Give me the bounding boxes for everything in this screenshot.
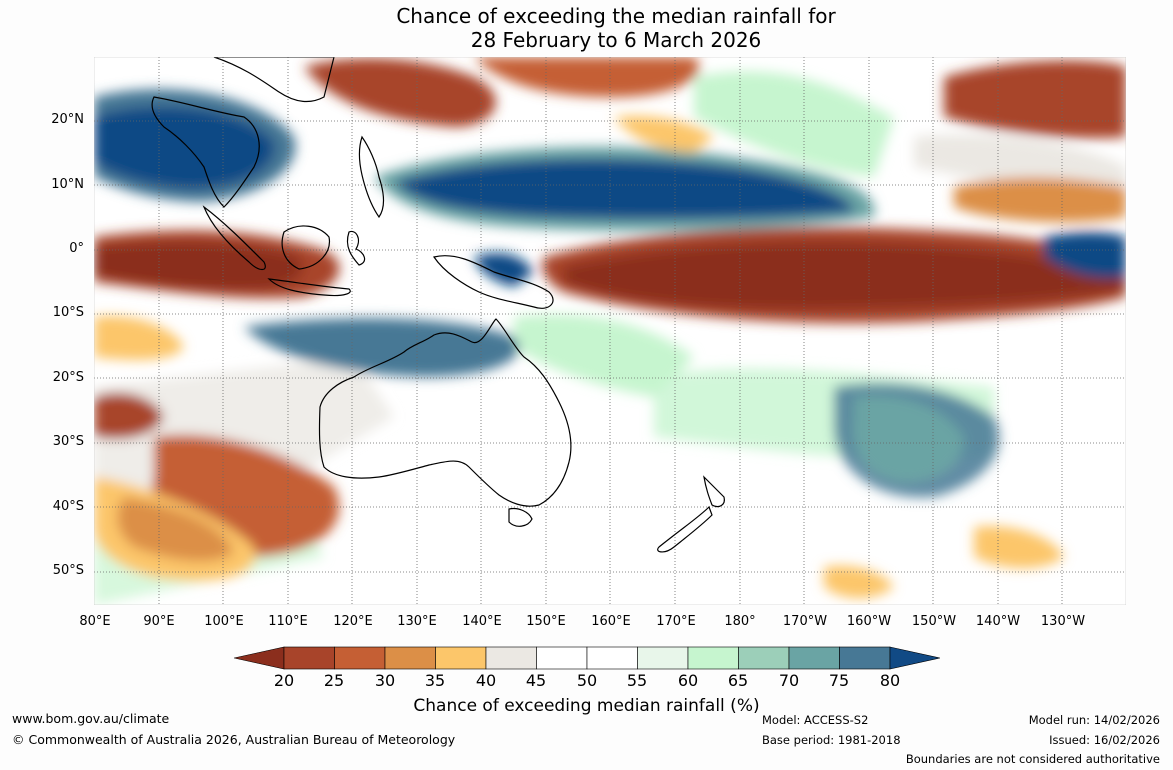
colorbar-cell (435, 646, 487, 670)
sumatra-coastline (202, 205, 266, 271)
colorbar-cell (687, 646, 739, 670)
colorbar-cell (637, 646, 689, 670)
colorbar-cell (738, 646, 790, 670)
colorbar-title: Chance of exceeding median rainfall (%) (413, 696, 760, 716)
colorbar-cell (283, 646, 335, 670)
colorbar-tick: 35 (424, 671, 446, 690)
lat-label-20s: 20°S (52, 370, 84, 385)
disclaimer-text: Boundaries are not considered authoritat… (905, 752, 1160, 766)
tasmania-coastline (508, 507, 533, 527)
lat-label-50s: 50°S (52, 563, 84, 578)
colorbar-cell (384, 646, 436, 670)
colorbar-cell (485, 646, 537, 670)
colorbar-tick: 20 (273, 671, 295, 690)
coastlines (151, 57, 725, 553)
new-guinea-coastline (433, 255, 554, 309)
model-run-text: Model run: 14/02/2026 (1028, 713, 1160, 727)
colorbar-tick: 40 (475, 671, 497, 690)
lon-label-110e: 110°E (268, 614, 308, 629)
colorbar-tick: 75 (828, 671, 850, 690)
lon-label-130e: 130°E (397, 614, 437, 629)
graticule (94, 57, 1126, 605)
colorbar-high-arrow (889, 646, 940, 670)
lat-label-20n: 20°N (51, 112, 84, 127)
lon-label-160e: 160°E (591, 614, 631, 629)
lon-label-140e: 140°E (462, 614, 502, 629)
lat-label-30s: 30°S (52, 434, 84, 449)
rainfall-field (94, 57, 1126, 605)
lon-label-80e: 80°E (79, 614, 111, 629)
copyright-text: © Commonwealth of Australia 2026, Austra… (12, 732, 456, 747)
model-text: Model: ACCESS-S2 (762, 713, 869, 727)
lon-label-170e: 170°E (656, 614, 696, 629)
colorbar-cell (536, 646, 588, 670)
lon-label-180: 180° (724, 614, 756, 629)
indochina-coastline (151, 96, 260, 208)
colorbar-tick: 55 (626, 671, 648, 690)
lon-label-140w: 140°W (975, 614, 1021, 629)
lon-label-90e: 90°E (143, 614, 175, 629)
colorbar-cell (334, 646, 386, 670)
sulawesi-coastline (346, 230, 366, 266)
lon-label-120e: 120°E (333, 614, 373, 629)
lat-label-10n: 10°N (51, 177, 84, 192)
lat-label-0: 0° (69, 241, 84, 256)
base-period-text: Base period: 1981-2018 (762, 733, 901, 747)
china-coastline (213, 57, 335, 103)
website-link[interactable]: www.bom.gov.au/climate (12, 711, 170, 726)
title-line-2: 28 February to 6 March 2026 (470, 28, 762, 52)
rainfall-probability-map (94, 57, 1126, 605)
colorbar-low-arrow (234, 646, 285, 670)
lon-label-130w: 130°W (1040, 614, 1086, 629)
colorbar-cells (283, 646, 891, 670)
colorbar-tick: 60 (677, 671, 699, 690)
lon-label-170w: 170°W (782, 614, 828, 629)
colorbar-tick: 70 (778, 671, 800, 690)
colorbar-tick: 50 (576, 671, 598, 690)
lat-label-10s: 10°S (52, 305, 84, 320)
colorbar-tick: 45 (525, 671, 547, 690)
borneo-coastline (281, 225, 330, 270)
colorbar-tick: 30 (374, 671, 396, 690)
title-line-1: Chance of exceeding the median rainfall … (396, 4, 836, 28)
colorbar-cell (788, 646, 840, 670)
issued-text: Issued: 16/02/2026 (1049, 733, 1160, 747)
map-title: Chance of exceeding the median rainfall … (0, 4, 1173, 52)
philippines-coastline (358, 135, 385, 219)
australia-coastline (318, 318, 572, 507)
colorbar-tick: 80 (879, 671, 901, 690)
colorbar (234, 646, 940, 670)
new-zealand-north-coastline (703, 475, 725, 508)
java-coastline (267, 278, 351, 297)
colorbar-cell (586, 646, 638, 670)
colorbar-tick: 65 (727, 671, 749, 690)
lon-label-150e: 150°E (526, 614, 566, 629)
new-zealand-south-coastline (657, 505, 713, 553)
lon-label-150w: 150°W (911, 614, 957, 629)
lon-label-160w: 160°W (846, 614, 892, 629)
colorbar-tick: 25 (323, 671, 345, 690)
colorbar-cell (839, 646, 891, 670)
lon-label-100e: 100°E (204, 614, 244, 629)
lat-label-40s: 40°S (52, 499, 84, 514)
